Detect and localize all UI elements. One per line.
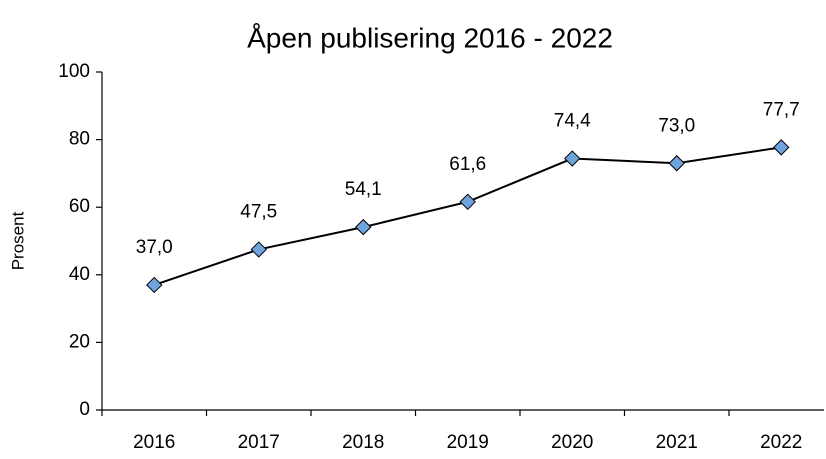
point-marker bbox=[459, 193, 476, 210]
x-tick-label: 2021 bbox=[656, 432, 698, 453]
point-marker bbox=[668, 155, 685, 172]
point-marker bbox=[355, 218, 372, 236]
x-tick-label: 2016 bbox=[133, 432, 175, 453]
data-label: 74,4 bbox=[554, 111, 591, 132]
y-tick-label: 80 bbox=[69, 129, 90, 150]
data-label: 77,7 bbox=[763, 99, 800, 120]
x-tick-label: 2020 bbox=[551, 432, 593, 453]
x-tick-label: 2019 bbox=[447, 432, 489, 453]
point-marker bbox=[773, 139, 790, 156]
x-tick-label: 2017 bbox=[238, 432, 280, 453]
y-tick-label: 60 bbox=[69, 196, 90, 217]
point-marker bbox=[250, 241, 267, 258]
data-label: 54,1 bbox=[345, 179, 382, 200]
y-tick-label: 0 bbox=[79, 399, 90, 420]
y-tick-label: 40 bbox=[69, 264, 90, 285]
y-tick-label: 20 bbox=[69, 331, 90, 352]
data-label: 73,0 bbox=[658, 115, 695, 136]
point-marker bbox=[564, 150, 581, 167]
data-label: 61,6 bbox=[449, 154, 486, 175]
point-marker bbox=[146, 276, 163, 294]
x-tick-label: 2022 bbox=[760, 432, 802, 453]
chart-title: Åpen publisering 2016 - 2022 bbox=[247, 22, 613, 53]
data-label: 47,5 bbox=[240, 201, 277, 222]
x-tick-label: 2018 bbox=[342, 432, 384, 453]
y-axis-label: Prosent bbox=[8, 211, 27, 270]
data-label: 37,0 bbox=[136, 237, 173, 258]
y-tick-label: 100 bbox=[58, 61, 90, 82]
